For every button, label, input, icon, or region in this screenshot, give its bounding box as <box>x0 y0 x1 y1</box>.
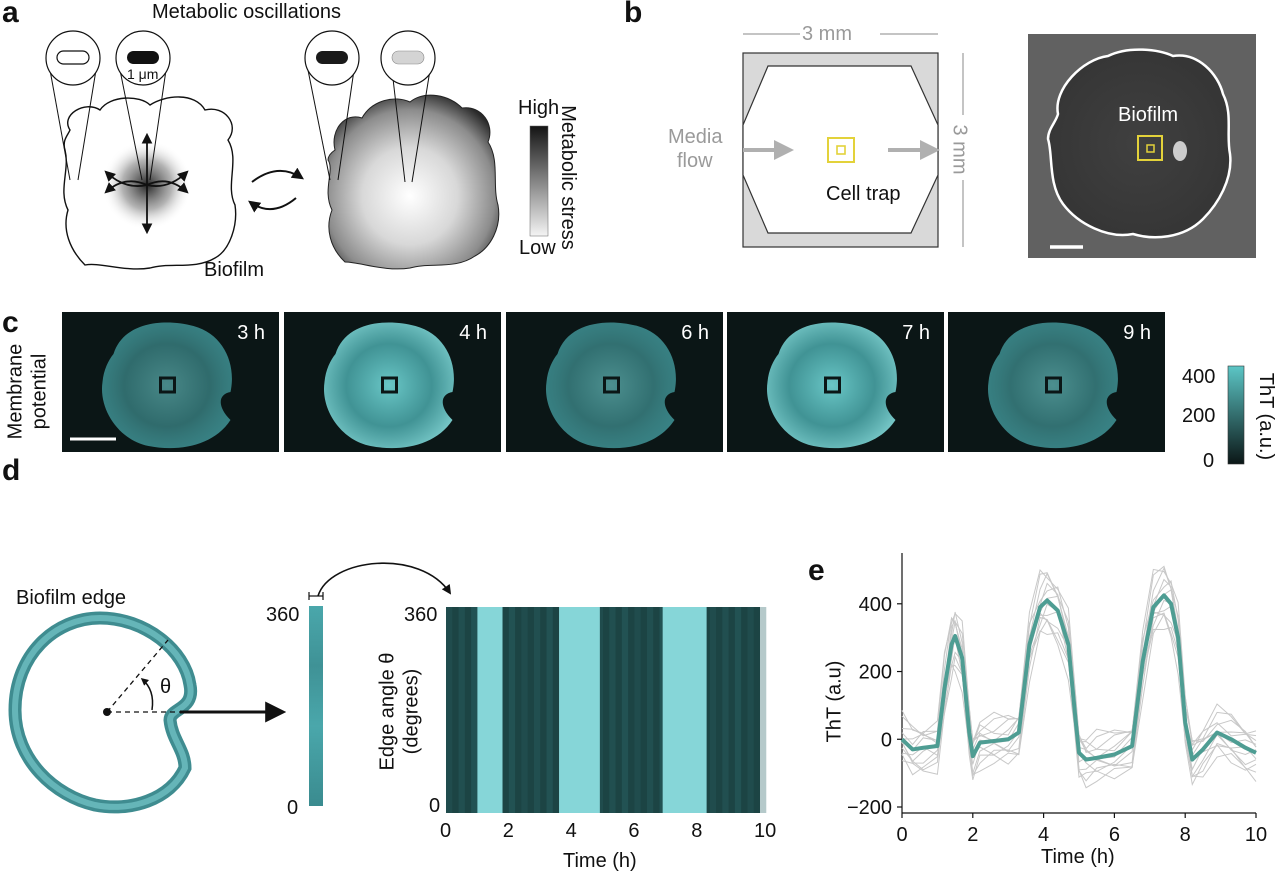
angle-strip <box>308 592 324 806</box>
kymo-xtick: 8 <box>691 820 703 842</box>
mean-trace <box>900 593 1257 762</box>
cell-trap-label: Cell trap <box>826 183 901 205</box>
biofilm-edge-label: Biofilm edge <box>16 587 127 609</box>
frame-3: 6 h <box>506 312 723 452</box>
panel-label-c: c <box>2 306 19 339</box>
kymo-bright-band <box>662 607 707 813</box>
frame-time-label: 3 h <box>237 322 265 344</box>
chart-xlabel: Time (h) <box>1041 846 1115 868</box>
panel-label-a: a <box>2 0 19 29</box>
side-dimension: 3 mm <box>948 124 971 175</box>
frame-2: 4 h <box>284 312 501 452</box>
frame-5: 9 h <box>948 312 1165 452</box>
kymo-streak <box>458 607 465 813</box>
biofilm-outline-left <box>63 96 237 270</box>
photo-biofilm-label: Biofilm <box>1118 104 1179 126</box>
theta-symbol: θ <box>160 676 172 698</box>
biofilm-edge-ring <box>8 611 287 814</box>
frame-1: 3 h <box>62 312 279 452</box>
y-tick-label: 0 <box>881 729 892 751</box>
kymo-streak <box>734 607 742 813</box>
kymo-bright-band <box>559 607 600 813</box>
x-tick-label: 6 <box>1109 824 1120 846</box>
colorbar-low: Low <box>519 237 556 259</box>
kymo-bright-band <box>477 607 503 813</box>
kymo-streak <box>747 607 754 813</box>
media-label: Media <box>668 126 723 148</box>
kymo-streak <box>546 607 553 813</box>
x-tick-label: 4 <box>1038 824 1049 846</box>
row-label-potential: potential <box>28 353 51 430</box>
y-tick-label: −200 <box>847 797 892 819</box>
y-tick-label: 400 <box>859 594 892 616</box>
chart-ylabel: ThT (a.u) <box>823 660 846 743</box>
microfluidic-device <box>742 33 964 248</box>
kymo-xtick: 0 <box>440 820 452 842</box>
kymo-streak <box>471 607 478 813</box>
row-label-membrane: Membrane <box>4 343 27 440</box>
kymo-streak <box>646 607 654 813</box>
kymo-xtick: 4 <box>565 820 577 842</box>
colorbar-label-stress: Metabolic stress <box>556 105 579 250</box>
kymo-streak <box>609 607 616 813</box>
metabolic-stress-colorbar <box>529 125 549 237</box>
tht-tick-200: 200 <box>1182 405 1216 427</box>
kymograph <box>446 607 767 813</box>
frame-time-label: 6 h <box>681 322 709 344</box>
colorbar-high: High <box>518 97 560 119</box>
strip-tick-360: 360 <box>266 604 300 626</box>
biofilm-photo: Biofilm <box>1028 34 1256 258</box>
zoom-connector-arrow <box>317 562 452 597</box>
panel-a-diagram <box>45 30 549 270</box>
flow-label: flow <box>677 150 713 172</box>
biofilm-photo-outline <box>1046 48 1232 239</box>
kymo-streak <box>446 607 453 813</box>
kymo-streak <box>533 607 541 813</box>
kymo-streak <box>634 607 641 813</box>
frame-time-label: 4 h <box>459 322 487 344</box>
tht-colorbar-label: ThT (a.u.) <box>1255 372 1278 461</box>
x-tick-label: 0 <box>896 824 907 846</box>
kymo-streak <box>508 607 516 813</box>
kymo-streak <box>722 607 729 813</box>
kymo-ytick-360: 360 <box>404 604 438 626</box>
strip-tick-0: 0 <box>287 797 299 819</box>
biofilm-stress-right <box>327 94 500 270</box>
kymo-streak <box>621 607 629 813</box>
panel-label-d: d <box>2 454 21 487</box>
kymo-xtick: 6 <box>628 820 640 842</box>
kymo-xtick: 2 <box>502 820 514 842</box>
kymo-ylabel-1: Edge angle θ <box>376 652 399 771</box>
y-tick-label: 200 <box>859 662 892 684</box>
panel-label-b: b <box>624 0 643 29</box>
cell-trap-marker <box>827 137 855 163</box>
x-tick-label: 2 <box>967 824 978 846</box>
kymo-xtick: 10 <box>754 820 777 842</box>
biofilm-label-a: Biofilm <box>204 259 265 281</box>
frame-time-label: 9 h <box>1123 322 1151 344</box>
kymo-ylabel-2: (degrees) <box>400 668 423 755</box>
panel-a-title: Metabolic oscillations <box>152 1 341 23</box>
frame-4: 7 h <box>727 312 944 452</box>
x-tick-label: 8 <box>1180 824 1191 846</box>
x-tick-label: 10 <box>1245 824 1267 846</box>
tht-colorbar <box>1227 365 1245 465</box>
kymo-streak <box>521 607 528 813</box>
kymo-xlabel: Time (h) <box>563 850 637 872</box>
individual-trace <box>901 567 1257 754</box>
kymo-streak <box>760 607 767 813</box>
tht-tick-400: 400 <box>1182 366 1216 388</box>
kymo-ytick-0: 0 <box>429 795 441 817</box>
top-dimension: 3 mm <box>802 23 852 45</box>
kymo-streak <box>709 607 717 813</box>
tht-tick-0: 0 <box>1203 450 1215 472</box>
scale-1um: 1 μm <box>127 66 159 82</box>
frame-time-label: 7 h <box>902 322 930 344</box>
panel-label-e: e <box>808 554 825 587</box>
